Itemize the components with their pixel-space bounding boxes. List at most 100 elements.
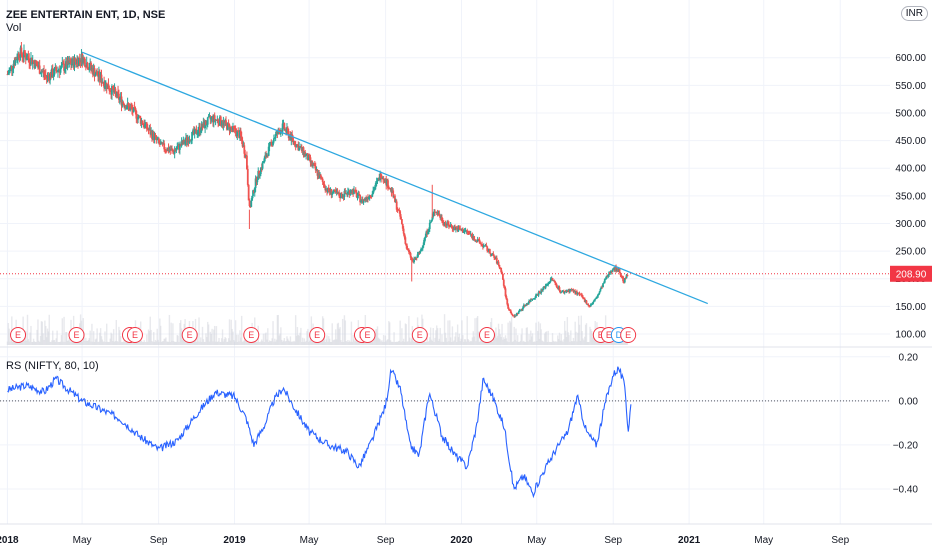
volume-bar — [537, 330, 539, 345]
candle-body — [240, 136, 243, 141]
candle-body — [149, 128, 152, 135]
volume-bar — [581, 331, 583, 345]
candle-body — [560, 291, 563, 293]
volume-bar — [40, 321, 43, 345]
volume-bar — [84, 341, 86, 345]
volume-bar — [550, 341, 553, 345]
earnings-marker[interactable]: E — [68, 327, 85, 343]
volume-bar — [445, 337, 448, 345]
candle-body — [376, 179, 379, 182]
volume-bar — [117, 341, 119, 345]
price-tick-label: 300.00 — [895, 219, 926, 230]
currency-badge[interactable]: INR — [900, 6, 928, 21]
time-axis[interactable]: 2018 May Sep 2019 May Sep 2020 May Sep 2021 May Sep — [0, 523, 932, 546]
candle-body — [158, 138, 160, 143]
candle-body — [247, 184, 250, 201]
volume-bar — [241, 341, 244, 345]
candle-body — [624, 277, 627, 279]
candle-body — [597, 293, 600, 295]
candle-body — [139, 117, 142, 124]
volume-bar — [448, 341, 450, 345]
volume-bar — [166, 341, 168, 345]
candle-body — [344, 191, 347, 194]
candle-body — [559, 290, 562, 292]
volume-bar — [330, 341, 333, 345]
price-tick-label: 150.00 — [895, 302, 926, 313]
volume-bar — [335, 329, 337, 345]
candle-body — [163, 143, 166, 150]
candle-body — [360, 201, 362, 203]
volume-bar — [379, 339, 381, 345]
volume-bar — [262, 333, 265, 345]
volume-bar — [137, 341, 139, 345]
volume-bar — [503, 337, 505, 345]
volume-bar — [584, 336, 586, 345]
candle-body — [461, 228, 464, 233]
volume-bar — [477, 331, 480, 345]
earnings-marker[interactable]: E — [620, 327, 637, 343]
candle-body — [184, 141, 186, 144]
volume-bar — [275, 339, 278, 345]
candle-body — [404, 237, 407, 244]
candle-body — [515, 315, 517, 317]
earnings-marker[interactable]: E — [126, 327, 143, 343]
volume-bar — [476, 316, 479, 345]
candle-body — [515, 313, 518, 316]
candle-body — [534, 297, 537, 299]
volume-bar — [377, 337, 380, 345]
volume-bar — [413, 341, 415, 345]
volume-label[interactable]: Vol — [6, 22, 22, 34]
volume-bar — [281, 341, 284, 345]
candle-body — [206, 117, 209, 125]
volume-bar — [374, 336, 376, 345]
volume-bar — [453, 340, 455, 345]
candle-body — [302, 147, 305, 156]
earnings-marker[interactable]: E — [359, 327, 376, 343]
candle-body — [504, 288, 507, 297]
candle-body — [83, 57, 85, 59]
volume-bar — [112, 341, 114, 345]
candle-body — [69, 60, 72, 63]
candle-body — [599, 289, 602, 292]
candle-body — [466, 230, 469, 232]
volume-bar — [389, 322, 391, 345]
time-tick-label: May — [73, 535, 92, 546]
symbol-title[interactable]: ZEE ENTERTAIN ENT, 1D, NSE — [6, 9, 166, 21]
earnings-marker[interactable]: E — [10, 327, 27, 343]
candle-body — [226, 122, 229, 130]
volume-bar — [325, 339, 327, 345]
earnings-marker[interactable]: E — [181, 327, 198, 343]
earnings-marker[interactable]: E — [309, 327, 326, 343]
volume-bar — [165, 337, 167, 345]
price-axis[interactable]: 100.00150.00200.00250.00300.00350.00400.… — [895, 53, 926, 340]
volume-bar — [474, 318, 476, 345]
volume-bar — [573, 341, 576, 345]
candle-body — [205, 121, 207, 126]
earnings-marker[interactable]: E — [411, 327, 428, 343]
volume-bar — [231, 328, 233, 345]
marker-circle — [359, 327, 376, 343]
volume-bar — [48, 314, 50, 345]
earnings-marker[interactable]: E — [243, 327, 260, 343]
candle-body — [441, 217, 443, 222]
volume-bar — [523, 340, 525, 345]
price-candles — [6, 42, 629, 318]
volume-bar — [550, 341, 552, 345]
candle-body — [340, 193, 343, 198]
volume-bar — [463, 341, 465, 345]
candle-body — [422, 242, 425, 246]
volume-bar — [498, 329, 501, 345]
rs-axis[interactable]: 0.20 0.00 −0.20 −0.40 — [893, 352, 919, 495]
candle-body — [12, 63, 15, 69]
earnings-marker[interactable]: E — [478, 327, 495, 343]
volume-bar — [152, 341, 154, 345]
indicator-label[interactable]: RS (NIFTY, 80, 10) — [6, 360, 99, 372]
trendline[interactable] — [81, 51, 709, 305]
volume-bar — [422, 341, 425, 345]
volume-bar — [517, 341, 520, 345]
volume-bar — [96, 328, 98, 345]
volume-bar — [404, 323, 407, 345]
candle-body — [296, 144, 299, 146]
candle-body — [164, 149, 166, 151]
